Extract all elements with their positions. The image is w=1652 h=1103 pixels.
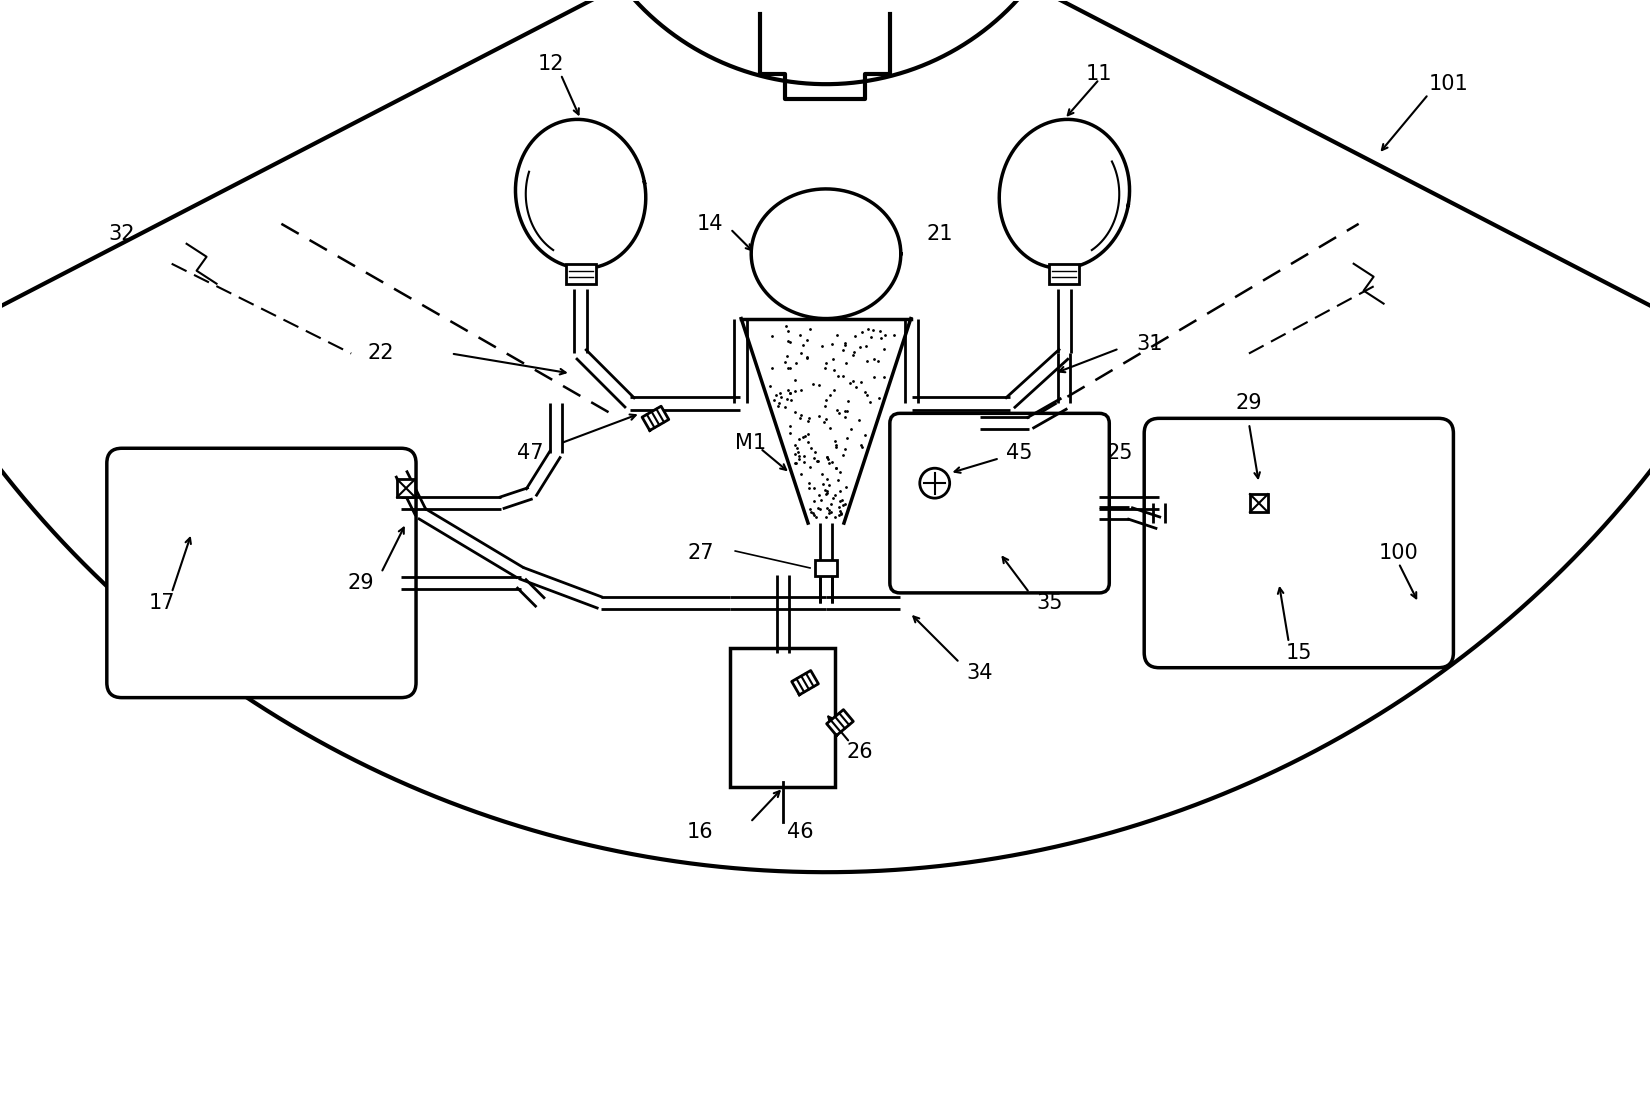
Text: 26: 26: [846, 742, 874, 762]
Text: 47: 47: [517, 443, 544, 463]
Text: 29: 29: [349, 572, 375, 593]
Polygon shape: [643, 406, 669, 430]
Text: 27: 27: [687, 543, 714, 563]
Text: 22: 22: [368, 343, 395, 364]
Text: 21: 21: [927, 224, 953, 244]
Text: 35: 35: [1036, 593, 1062, 613]
Text: 25: 25: [1105, 443, 1133, 463]
Text: 11: 11: [1085, 64, 1112, 84]
Text: 46: 46: [786, 823, 813, 843]
Text: 34: 34: [966, 663, 993, 683]
Text: 15: 15: [1285, 643, 1312, 663]
Polygon shape: [515, 119, 646, 268]
Polygon shape: [742, 319, 910, 523]
Text: 16: 16: [687, 823, 714, 843]
FancyBboxPatch shape: [1145, 418, 1454, 667]
Text: 100: 100: [1379, 543, 1419, 563]
Text: 32: 32: [109, 224, 135, 244]
Text: 45: 45: [1006, 443, 1032, 463]
FancyBboxPatch shape: [565, 264, 596, 283]
Text: 14: 14: [697, 214, 724, 234]
Polygon shape: [752, 189, 900, 319]
FancyBboxPatch shape: [1049, 264, 1079, 283]
FancyBboxPatch shape: [890, 414, 1108, 593]
Bar: [1251, 494, 1267, 512]
Polygon shape: [826, 709, 854, 736]
Text: M1: M1: [735, 433, 767, 453]
Text: 101: 101: [1429, 74, 1469, 94]
FancyBboxPatch shape: [107, 448, 416, 697]
Bar: [814, 560, 838, 576]
Polygon shape: [791, 671, 818, 695]
Text: 29: 29: [1236, 394, 1262, 414]
Text: 31: 31: [1137, 333, 1163, 354]
Bar: [396, 479, 415, 497]
Text: 12: 12: [537, 54, 563, 74]
FancyBboxPatch shape: [730, 647, 834, 788]
Circle shape: [920, 468, 950, 499]
Polygon shape: [999, 119, 1130, 268]
Text: 17: 17: [149, 593, 175, 613]
